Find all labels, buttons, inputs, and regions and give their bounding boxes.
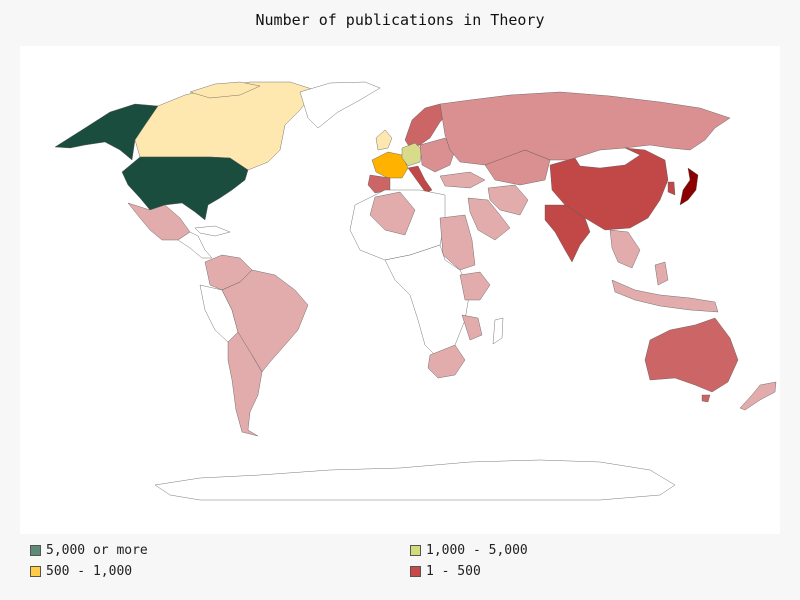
country-italy[interactable] — [407, 165, 433, 194]
country-korea[interactable] — [667, 181, 676, 196]
country-australia[interactable] — [644, 317, 739, 393]
legend-item-1000-5000: 1,000 - 5,000 — [410, 543, 528, 558]
country-russia[interactable] — [439, 91, 731, 166]
legend-label-500-1000: 500 - 1,000 — [46, 564, 133, 579]
country-mongolia[interactable] — [574, 147, 641, 169]
region-central-asia[interactable] — [484, 149, 551, 186]
country-new-zealand[interactable] — [739, 381, 777, 411]
world-map-svg — [54, 81, 777, 501]
region-antarctica[interactable] — [154, 459, 676, 501]
country-greenland[interactable] — [299, 81, 381, 129]
region-caribbean[interactable] — [194, 225, 231, 237]
country-saudi-arabia[interactable] — [467, 197, 511, 241]
legend-label-1000-5000: 1,000 - 5,000 — [426, 543, 528, 558]
country-algeria[interactable] — [369, 191, 416, 236]
country-usa[interactable] — [121, 156, 249, 221]
region-southeast-asia[interactable] — [609, 229, 641, 269]
legend-item-1-500: 1 - 500 — [410, 564, 481, 579]
country-turkey[interactable] — [439, 171, 486, 189]
country-canada-islands[interactable] — [189, 81, 261, 99]
country-germany[interactable] — [401, 142, 423, 167]
region-eastern-europe[interactable] — [419, 137, 456, 173]
country-indonesia[interactable] — [611, 279, 719, 313]
country-mexico[interactable] — [127, 202, 191, 241]
world-map — [20, 46, 780, 534]
country-uk[interactable] — [375, 129, 393, 151]
country-philippines[interactable] — [654, 261, 669, 286]
country-japan[interactable] — [679, 167, 699, 206]
region-central-africa[interactable] — [384, 244, 471, 361]
country-india[interactable] — [544, 204, 591, 263]
legend-swatch-1000-5000 — [410, 545, 421, 556]
legend-label-5000-plus: 5,000 or more — [46, 543, 148, 558]
legend-swatch-1-500 — [410, 566, 421, 577]
country-iran[interactable] — [487, 184, 529, 216]
legend-swatch-500-1000 — [30, 566, 41, 577]
region-central-america[interactable] — [177, 231, 213, 259]
country-ethiopia-kenya[interactable] — [459, 271, 491, 301]
country-france[interactable] — [371, 151, 409, 179]
map-title: Number of publications in Theory — [255, 11, 545, 29]
legend-swatch-5000-plus — [30, 545, 41, 556]
legend-item-5000-plus: 5,000 or more — [30, 543, 148, 558]
legend-label-1-500: 1 - 500 — [426, 564, 481, 579]
legend-item-500-1000: 500 - 1,000 — [30, 564, 132, 579]
country-tasmania[interactable] — [701, 394, 711, 403]
country-madagascar[interactable] — [492, 317, 504, 345]
country-south-africa[interactable] — [427, 344, 466, 379]
country-tanzania[interactable] — [461, 314, 483, 341]
country-argentina-chile[interactable] — [227, 331, 263, 437]
